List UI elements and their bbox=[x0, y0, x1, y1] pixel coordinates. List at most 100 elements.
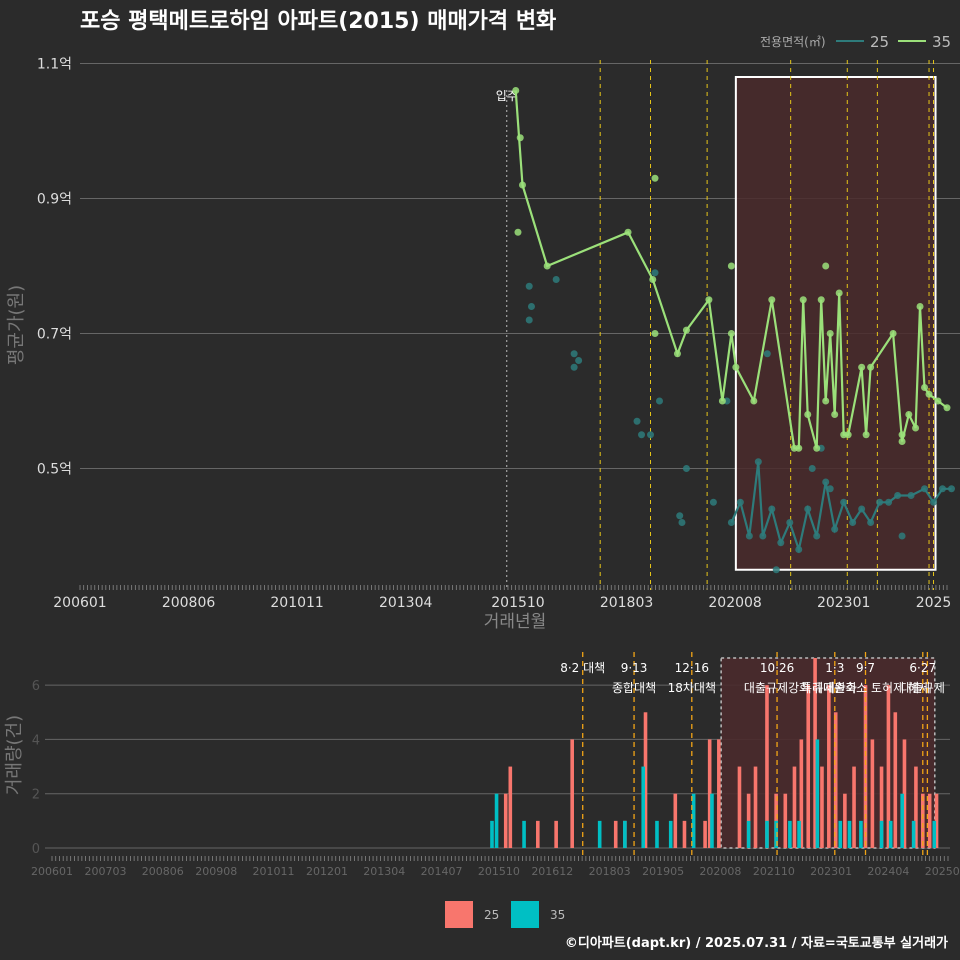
volume-bar-35 bbox=[815, 739, 820, 848]
data-point-25 bbox=[676, 512, 684, 520]
volume-bar-25 bbox=[914, 766, 918, 848]
data-point-25 bbox=[570, 363, 578, 371]
chart-title: 포승 평택메트로하임 아파트(2015) 매매가격 변화 bbox=[80, 9, 556, 34]
volume-bar-25 bbox=[827, 685, 831, 848]
data-point-25 bbox=[655, 397, 663, 405]
data-point-25 bbox=[813, 532, 821, 540]
volume-bar-25 bbox=[833, 712, 838, 848]
volume-bar-35 bbox=[668, 820, 673, 848]
data-point-25 bbox=[858, 505, 866, 513]
data-point-35 bbox=[543, 262, 551, 270]
volume-bar-35 bbox=[494, 793, 499, 848]
volume-bar-25 bbox=[893, 712, 898, 848]
legend-swatch-35 bbox=[511, 901, 539, 928]
volume-bar-35 bbox=[490, 820, 494, 848]
volume-x-tick-label: 202301 bbox=[810, 865, 852, 878]
data-point-35 bbox=[804, 411, 812, 418]
data-point-35 bbox=[727, 262, 735, 270]
volume-x-tick-label: 202110 bbox=[753, 865, 795, 878]
volume-bar-25 bbox=[920, 793, 925, 848]
y-tick-label: 0.5억 bbox=[37, 462, 72, 478]
x-tick-label: 202301 bbox=[817, 595, 870, 611]
volume-x-tick-label: 201304 bbox=[363, 865, 405, 878]
data-point-35 bbox=[831, 411, 839, 418]
policy-name-label: 대출규제 bbox=[901, 681, 945, 695]
x-tick-label: 201510 bbox=[491, 595, 544, 611]
data-point-25 bbox=[759, 532, 767, 540]
volume-x-tick-label: 202008 bbox=[699, 865, 741, 878]
data-point-25 bbox=[822, 478, 830, 486]
data-point-25 bbox=[885, 498, 893, 506]
move-in-label: 입주 bbox=[496, 89, 518, 103]
data-point-25 bbox=[651, 269, 659, 277]
volume-bar-35 bbox=[641, 766, 646, 848]
volume-x-tick-label: 201201 bbox=[306, 865, 348, 878]
data-point-25 bbox=[727, 519, 735, 526]
volume-bar-35 bbox=[710, 793, 714, 848]
volume-bar-35 bbox=[522, 820, 526, 848]
data-point-35 bbox=[822, 397, 830, 405]
volume-bar-35 bbox=[746, 820, 751, 848]
volume-x-tick-label: 200601 bbox=[31, 865, 73, 878]
data-point-35 bbox=[925, 390, 933, 398]
data-point-25 bbox=[709, 498, 717, 506]
data-point-35 bbox=[898, 431, 906, 439]
volume-bar-25 bbox=[503, 793, 508, 848]
data-point-35 bbox=[889, 330, 897, 337]
volume-bar-25 bbox=[843, 793, 847, 848]
volume-bar-35 bbox=[765, 820, 769, 848]
volume-bar-25 bbox=[902, 739, 907, 848]
policy-date-label: 6·27 bbox=[909, 661, 936, 675]
volume-bar-25 bbox=[792, 766, 797, 848]
volume-y-tick-label: 4 bbox=[32, 733, 40, 748]
data-point-25 bbox=[907, 492, 915, 499]
volume-bar-25 bbox=[717, 739, 721, 848]
data-point-35 bbox=[518, 181, 526, 189]
data-point-25 bbox=[525, 316, 533, 324]
legend-label-35: 35 bbox=[932, 33, 951, 51]
volume-bar-35 bbox=[847, 820, 852, 848]
volume-x-tick-label: 201905 bbox=[642, 865, 684, 878]
data-point-25 bbox=[831, 525, 839, 533]
data-point-35 bbox=[732, 363, 740, 371]
volume-bar-25 bbox=[927, 793, 932, 848]
volume-bar-35 bbox=[774, 820, 778, 848]
data-point-35 bbox=[921, 384, 929, 391]
volume-panel: 0 2 4 6 8·2 대책 9·13 종합대책 12·16 18차대책 10·26 대출규제강화 1… bbox=[31, 652, 960, 878]
data-point-25 bbox=[894, 492, 902, 499]
policy-name-label: 규제완화 bbox=[813, 681, 857, 695]
policy-date-label: 9·7 bbox=[856, 661, 875, 675]
volume-bar-25 bbox=[799, 739, 804, 848]
data-point-35 bbox=[750, 397, 758, 405]
data-point-35 bbox=[651, 174, 659, 182]
volume-bar-35 bbox=[623, 820, 627, 848]
data-point-35 bbox=[943, 404, 951, 412]
data-point-35 bbox=[867, 363, 875, 371]
volume-bar-25 bbox=[673, 793, 678, 848]
data-point-35 bbox=[862, 431, 870, 439]
volume-bar-25 bbox=[554, 820, 558, 848]
policy-name-label: 18차대책 bbox=[668, 680, 716, 695]
policy-date-label: 12·16 bbox=[675, 661, 709, 675]
data-point-25 bbox=[772, 566, 780, 574]
volume-bar-35 bbox=[597, 820, 602, 848]
volume-x-tick-label: 201612 bbox=[531, 865, 573, 878]
legend-bottom-label-35: 35 bbox=[550, 908, 565, 922]
volume-bar-25 bbox=[753, 766, 758, 848]
volume-bar-35 bbox=[859, 820, 863, 848]
volume-y-tick-label: 2 bbox=[32, 788, 40, 803]
volume-bar-25 bbox=[765, 685, 769, 848]
x-tick-label: 2025 bbox=[916, 595, 952, 611]
volume-x-tick-label: 202507 bbox=[925, 865, 960, 878]
volume-bar-25 bbox=[643, 712, 648, 848]
data-point-25 bbox=[930, 498, 938, 506]
legend-swatch-25 bbox=[445, 901, 473, 928]
volume-bar-35 bbox=[691, 793, 696, 848]
data-point-25 bbox=[525, 282, 533, 290]
volume-bar-25 bbox=[707, 739, 712, 848]
volume-bar-35 bbox=[932, 820, 937, 848]
legend-bottom-label-25: 25 bbox=[484, 908, 499, 922]
data-point-25 bbox=[575, 357, 583, 364]
volume-bar-25 bbox=[934, 793, 939, 848]
data-point-25 bbox=[763, 350, 771, 358]
